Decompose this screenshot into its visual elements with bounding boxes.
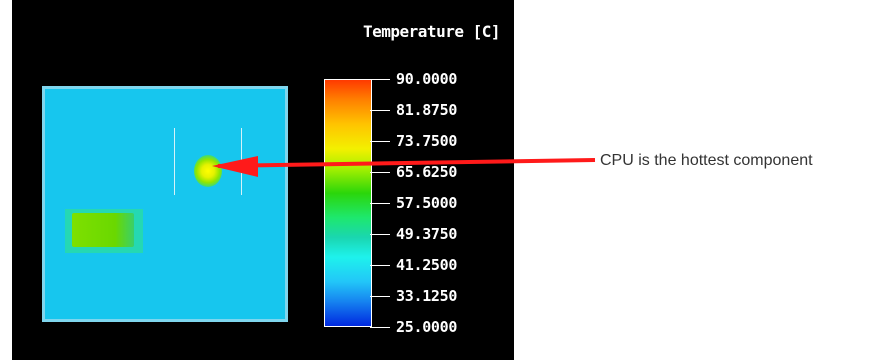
- legend-label: 57.5000: [396, 194, 458, 212]
- legend-tick: [370, 172, 390, 173]
- legend-label: 81.8750: [396, 101, 458, 119]
- cpu-outline-left: [174, 128, 175, 195]
- legend-tick: [370, 296, 390, 297]
- legend-title: Temperature [C]: [363, 22, 501, 41]
- circuit-board: [42, 86, 288, 322]
- legend-tick: [370, 234, 390, 235]
- legend-label: 73.7500: [396, 132, 458, 150]
- legend-label: 90.0000: [396, 70, 458, 88]
- legend-label: 41.2500: [396, 256, 458, 274]
- simulation-viewport: Temperature [C] 90.0000 81.8750 73.7500 65.…: [12, 0, 514, 360]
- arrow-line: [217, 158, 596, 168]
- annotation-text: CPU is the hottest component: [600, 152, 813, 169]
- legend-label: 65.6250: [396, 163, 458, 181]
- arrow-head-icon: [212, 156, 258, 177]
- legend-tick: [370, 141, 390, 142]
- temperature-colorbar: [324, 79, 372, 327]
- component-chip: [72, 213, 134, 247]
- legend-tick: [370, 79, 390, 80]
- legend-tick: [370, 327, 390, 328]
- legend-tick: [370, 110, 390, 111]
- legend-tick: [370, 265, 390, 266]
- legend-label: 33.1250: [396, 287, 458, 305]
- legend-tick: [370, 203, 390, 204]
- cpu-hotspot: [194, 155, 222, 187]
- legend-label: 49.3750: [396, 225, 458, 243]
- legend-label: 25.0000: [396, 318, 458, 336]
